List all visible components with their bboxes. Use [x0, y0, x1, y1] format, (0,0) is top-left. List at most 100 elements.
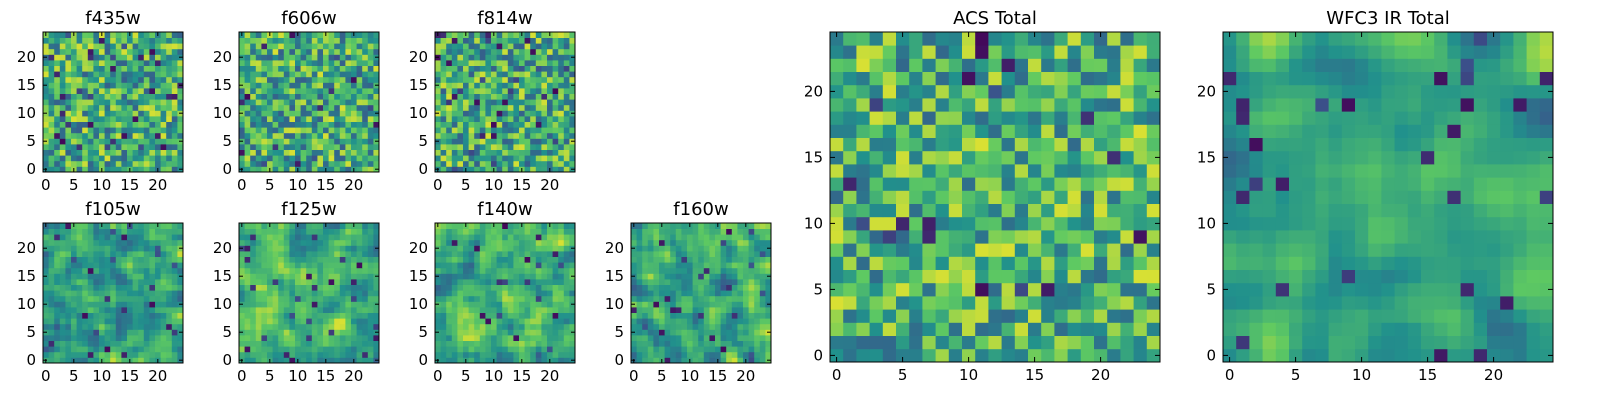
- heatmap-cell: [670, 273, 677, 280]
- heatmap-cell: [491, 127, 497, 134]
- heatmap-cell: [71, 121, 77, 128]
- heatmap-cell: [54, 290, 61, 297]
- heatmap-cell: [272, 71, 279, 78]
- heatmap-cell: [1094, 243, 1108, 257]
- heatmap-cell: [127, 318, 133, 325]
- heatmap-cell: [507, 149, 514, 156]
- heatmap-cell: [82, 290, 89, 297]
- heatmap-cell: [272, 88, 279, 94]
- heatmap-cell: [664, 318, 671, 325]
- heatmap-cell: [496, 290, 503, 297]
- heatmap-cell: [631, 234, 637, 241]
- heatmap-cell: [311, 48, 318, 55]
- heatmap-cell: [373, 132, 380, 139]
- heatmap-cell: [54, 267, 61, 274]
- heatmap-cell: [547, 88, 553, 94]
- heatmap-cell: [255, 301, 262, 308]
- heatmap-cell: [435, 116, 441, 122]
- heatmap-cell: [468, 43, 475, 50]
- heatmap-cell: [474, 335, 481, 341]
- heatmap-cell: [345, 234, 352, 241]
- heatmap-cell: [250, 93, 257, 100]
- heatmap-cell: [295, 99, 301, 106]
- heatmap-cell: [541, 149, 548, 156]
- heatmap-cell: [48, 295, 55, 302]
- heatmap-cell: [272, 245, 279, 252]
- heatmap-cell: [524, 329, 531, 336]
- heatmap-cell: [65, 155, 72, 162]
- heatmap-cell: [250, 267, 257, 274]
- heatmap-cell: [261, 312, 268, 319]
- heatmap-cell: [754, 279, 761, 285]
- heatmap-cell: [351, 329, 357, 336]
- heatmap-cell: [496, 228, 503, 235]
- heatmap-cell: [748, 239, 755, 246]
- heatmap-cell: [362, 166, 369, 173]
- heatmap-cell: [563, 279, 570, 285]
- heatmap-cell: [339, 267, 346, 274]
- y-tick-label: 10: [213, 295, 232, 313]
- heatmap-cell: [664, 284, 671, 291]
- heatmap-cell: [351, 127, 357, 134]
- heatmap-cell: [71, 351, 77, 358]
- heatmap-cell: [535, 284, 542, 291]
- heatmap-cell: [1094, 282, 1108, 297]
- heatmap-cell: [737, 318, 744, 325]
- heatmap-cell: [362, 262, 369, 269]
- heatmap-cell: [351, 116, 357, 122]
- heatmap-cell: [530, 223, 537, 229]
- heatmap-cell: [569, 99, 576, 106]
- heatmap-cell: [328, 121, 335, 128]
- heatmap-cell: [563, 335, 570, 341]
- heatmap-cell: [295, 60, 301, 66]
- heatmap-cell: [474, 110, 481, 117]
- heatmap-cell: [1054, 322, 1068, 336]
- heatmap-cell: [530, 295, 537, 302]
- heatmap-cell: [65, 290, 72, 297]
- heatmap-cell: [440, 32, 447, 38]
- heatmap-cell: [709, 318, 716, 325]
- heatmap-cell: [1028, 296, 1042, 310]
- heatmap-cell: [65, 132, 72, 139]
- heatmap-cell: [345, 323, 352, 330]
- heatmap-cell: [328, 48, 335, 55]
- heatmap-cell: [177, 37, 184, 44]
- heatmap-cell: [255, 357, 262, 364]
- heatmap-cell: [446, 138, 453, 145]
- heatmap-cell: [143, 251, 150, 257]
- heatmap-cell: [87, 138, 94, 145]
- heatmap-cell: [356, 144, 363, 150]
- heatmap-cell: [115, 329, 122, 336]
- heatmap-cell: [446, 290, 453, 297]
- heatmap-cell: [306, 273, 313, 280]
- heatmap-cell: [541, 251, 548, 257]
- heatmap-cell: [334, 144, 341, 150]
- heatmap-cell: [339, 351, 346, 358]
- heatmap-cell: [636, 312, 643, 319]
- heatmap-cell: [48, 351, 55, 358]
- heatmap-cell: [261, 71, 268, 78]
- heatmap-cell: [272, 99, 279, 106]
- heatmap-cell: [463, 256, 469, 263]
- heatmap-cell: [283, 116, 290, 122]
- heatmap-cell: [675, 290, 682, 297]
- heatmap-cell: [54, 284, 61, 291]
- heatmap-cell: [468, 290, 475, 297]
- heatmap-cell: [664, 239, 671, 246]
- heatmap-cell: [519, 279, 525, 285]
- heatmap-cell: [463, 284, 469, 291]
- heatmap-cell: [177, 262, 184, 269]
- heatmap-cell: [451, 228, 458, 235]
- heatmap-cell: [272, 301, 279, 308]
- heatmap-cell: [99, 228, 105, 235]
- heatmap-cell: [485, 284, 492, 291]
- heatmap-cell: [513, 307, 520, 313]
- heatmap-cell: [675, 346, 682, 353]
- heatmap-cell: [451, 340, 458, 347]
- heatmap-cell: [935, 256, 950, 270]
- heatmap-cell: [261, 65, 268, 72]
- heatmap-cell: [155, 323, 161, 330]
- heatmap-cell: [323, 60, 329, 66]
- heatmap-cell: [244, 318, 251, 325]
- heatmap-cell: [1146, 243, 1161, 257]
